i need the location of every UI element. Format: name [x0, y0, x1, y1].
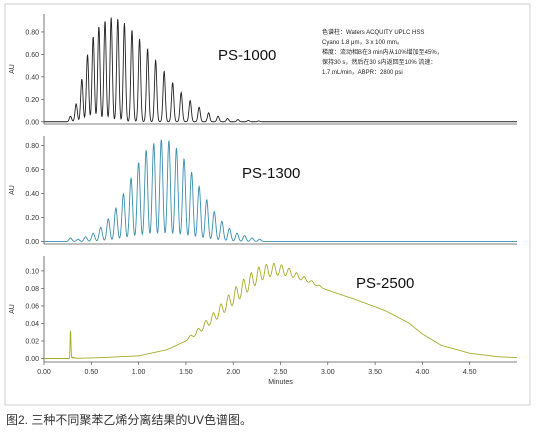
- y-tick-label: 0.80: [25, 143, 39, 150]
- x-tick-label: 4.50: [463, 369, 477, 376]
- y-tick-label: 0.02: [25, 338, 39, 345]
- y-tick-label: 0.10: [25, 268, 39, 275]
- conditions-line-4: 保持30 s，然后在30 s内返回至10% 流速：: [322, 58, 436, 66]
- y-tick-label: 0.40: [25, 74, 39, 81]
- y-axis-label: AU: [9, 185, 16, 195]
- figure-caption: 图2. 三种不同聚苯乙烯分离结果的UV色谱图。: [6, 413, 253, 427]
- x-tick-label: 1.50: [179, 369, 193, 376]
- series-label-ps-1300: PS-1300: [242, 165, 300, 182]
- conditions-line-1: 色谱柱：Waters ACQUITY UPLC HSS: [322, 28, 424, 36]
- y-ticks: 0.00 0.02 0.04 0.06 0.08 0.10: [25, 268, 44, 363]
- y-tick-label: 0.80: [25, 29, 39, 36]
- conditions-line-2: Cyano 1.8 μm，3 x 100 mm。: [322, 40, 403, 46]
- y-tick-label: 0.00: [25, 119, 39, 126]
- y-axis-label: AU: [9, 64, 16, 74]
- x-ticks: 0.00 0.50 1.00 1.50 2.00 2.50 3.00 3.50 4.00 4.50: [37, 362, 477, 376]
- y-tick-label: 0.60: [25, 167, 39, 174]
- panel-ps-1300: 0.00 0.20 0.40 0.60 0.80 AU PS-1300: [9, 136, 517, 246]
- panel-ps-1000: 0.00 0.20 0.40 0.60 0.80 AU PS-1000 色谱柱：Wate…: [9, 14, 517, 126]
- trace-ps-2500: [44, 262, 518, 359]
- y-tick-label: 0.60: [25, 52, 39, 59]
- figure-frame: [4, 3, 531, 406]
- y-tick-label: 0.20: [25, 97, 39, 104]
- x-tick-label: 1.00: [132, 369, 146, 376]
- x-tick-label: 2.00: [226, 369, 240, 376]
- y-tick-label: 0.06: [25, 303, 39, 310]
- x-axis-label: Minutes: [268, 379, 293, 386]
- y-tick-label: 0.00: [25, 239, 39, 246]
- conditions-line-5: 1.7 mL/min，ABPR：2800 psi: [322, 70, 403, 76]
- conditions-line-3: 梯度：流动相B在3 min内从10%增加至45%，: [322, 48, 443, 56]
- x-tick-label: 3.00: [321, 369, 335, 376]
- trace-ps-1300: [44, 139, 517, 243]
- conditions-note: 色谱柱：Waters ACQUITY UPLC HSS Cyano 1.8 μm…: [322, 28, 443, 76]
- y-ticks: 0.00 0.20 0.40 0.60 0.80: [25, 29, 44, 126]
- y-ticks: 0.00 0.20 0.40 0.60 0.80: [25, 143, 44, 246]
- panel-ps-2500: 0.00 0.02 0.04 0.06 0.08 0.10 0.00 0.50 1.00 1.5…: [9, 256, 518, 386]
- x-tick-label: 4.00: [416, 369, 430, 376]
- y-tick-label: 0.00: [25, 356, 39, 363]
- series-label-ps-2500: PS-2500: [356, 275, 414, 292]
- y-axis-label: AU: [9, 304, 16, 314]
- series-label-ps-1000: PS-1000: [218, 47, 276, 64]
- x-tick-label: 0.00: [37, 369, 51, 376]
- y-tick-label: 0.04: [25, 321, 39, 328]
- y-tick-label: 0.08: [25, 286, 39, 293]
- trace-ps-1000: [44, 17, 517, 123]
- y-tick-label: 0.20: [25, 215, 39, 222]
- x-tick-label: 3.50: [368, 369, 382, 376]
- y-tick-label: 0.40: [25, 191, 39, 198]
- x-tick-label: 2.50: [274, 369, 288, 376]
- x-tick-label: 0.50: [84, 369, 98, 376]
